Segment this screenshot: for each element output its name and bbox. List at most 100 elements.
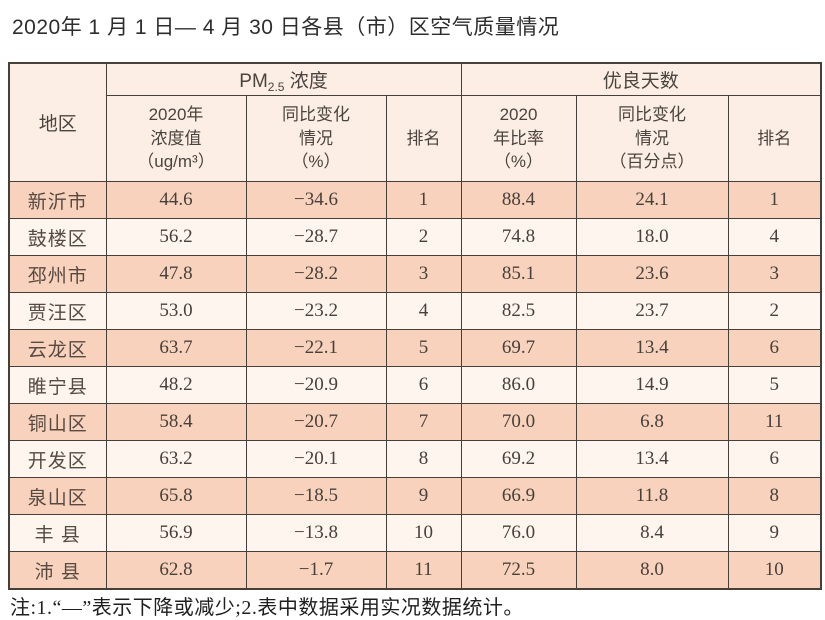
cell-region: 丰 县 xyxy=(8,514,107,552)
cell-pm-change: −28.2 xyxy=(245,255,387,293)
cell-pm-change: −23.2 xyxy=(245,292,387,330)
cell-pm-rank: 5 xyxy=(385,329,462,367)
cell-days-ratio: 85.1 xyxy=(460,255,577,293)
cell-pm-rank: 9 xyxy=(385,477,462,515)
air-quality-table: 地区 PM2.5 浓度 优良天数 2020年 浓度值 （ug/m³） 同比变化 … xyxy=(8,62,822,590)
cell-pm-change: −22.1 xyxy=(245,329,387,367)
cell-pm-change: −1.7 xyxy=(245,551,387,590)
header-pm-value: 2020年 浓度值 （ug/m³） xyxy=(105,95,247,182)
cell-days-rank: 6 xyxy=(727,440,822,478)
cell-days-rank: 5 xyxy=(727,366,822,404)
cell-region: 邳州市 xyxy=(8,255,107,293)
table-row: 邳州市 47.8 −28.2 3 85.1 23.6 3 xyxy=(8,255,822,293)
table-row: 丰 县 56.9 −13.8 10 76.0 8.4 9 xyxy=(8,514,822,552)
cell-region: 贾汪区 xyxy=(8,292,107,330)
cell-pm-value: 62.8 xyxy=(105,551,247,590)
header-days-rank: 排名 xyxy=(727,95,822,182)
cell-pm-rank: 1 xyxy=(385,181,462,219)
cell-days-ratio: 76.0 xyxy=(460,514,577,552)
cell-days-ratio: 74.8 xyxy=(460,218,577,256)
cell-days-ratio: 88.4 xyxy=(460,181,577,219)
cell-days-rank: 8 xyxy=(727,477,822,515)
cell-days-change: 8.0 xyxy=(575,551,729,590)
cell-days-ratio: 66.9 xyxy=(460,477,577,515)
header-group-pm25: PM2.5 浓度 xyxy=(105,62,462,96)
cell-days-ratio: 70.0 xyxy=(460,403,577,441)
cell-days-rank: 2 xyxy=(727,292,822,330)
cell-pm-change: −20.7 xyxy=(245,403,387,441)
cell-pm-change: −20.9 xyxy=(245,366,387,404)
cell-pm-value: 63.7 xyxy=(105,329,247,367)
table-row: 贾汪区 53.0 −23.2 4 82.5 23.7 2 xyxy=(8,292,822,330)
table-body: 新沂市 44.6 −34.6 1 88.4 24.1 1 鼓楼区 56.2 −28.7 2 74.8 1… xyxy=(8,181,822,590)
table-row: 新沂市 44.6 −34.6 1 88.4 24.1 1 xyxy=(8,181,822,219)
cell-days-rank: 4 xyxy=(727,218,822,256)
table-row: 泉山区 65.8 −18.5 9 66.9 11.8 8 xyxy=(8,477,822,515)
cell-pm-value: 65.8 xyxy=(105,477,247,515)
cell-region: 云龙区 xyxy=(8,329,107,367)
cell-pm-rank: 4 xyxy=(385,292,462,330)
cell-pm-rank: 6 xyxy=(385,366,462,404)
table-row: 鼓楼区 56.2 −28.7 2 74.8 18.0 4 xyxy=(8,218,822,256)
header-pm-change: 同比变化 情况 （%） xyxy=(245,95,387,182)
cell-days-ratio: 86.0 xyxy=(460,366,577,404)
pm-label-suffix: 浓度 xyxy=(284,70,328,92)
cell-region: 新沂市 xyxy=(8,181,107,219)
table-row: 睢宁县 48.2 −20.9 6 86.0 14.9 5 xyxy=(8,366,822,404)
cell-region: 开发区 xyxy=(8,440,107,478)
cell-days-change: 23.7 xyxy=(575,292,729,330)
cell-days-rank: 10 xyxy=(727,551,822,590)
cell-days-change: 8.4 xyxy=(575,514,729,552)
cell-pm-value: 53.0 xyxy=(105,292,247,330)
header-sub-row: 2020年 浓度值 （ug/m³） 同比变化 情况 （%） 排名 2020 年比… xyxy=(9,95,822,182)
cell-days-ratio: 72.5 xyxy=(460,551,577,590)
header-days-ratio: 2020 年比率 （%） xyxy=(460,95,577,182)
cell-days-change: 11.8 xyxy=(575,477,729,515)
cell-days-change: 18.0 xyxy=(575,218,729,256)
cell-days-change: 24.1 xyxy=(575,181,729,219)
cell-days-change: 14.9 xyxy=(575,366,729,404)
cell-pm-rank: 7 xyxy=(385,403,462,441)
table-row: 沛 县 62.8 −1.7 11 72.5 8.0 10 xyxy=(8,551,822,590)
cell-pm-value: 63.2 xyxy=(105,440,247,478)
table-header: 地区 PM2.5 浓度 优良天数 2020年 浓度值 （ug/m³） 同比变化 … xyxy=(8,62,822,182)
cell-days-change: 13.4 xyxy=(575,440,729,478)
cell-pm-rank: 8 xyxy=(385,440,462,478)
table-row: 云龙区 63.7 −22.1 5 69.7 13.4 6 xyxy=(8,329,822,367)
cell-pm-value: 48.2 xyxy=(105,366,247,404)
cell-pm-change: −13.8 xyxy=(245,514,387,552)
header-group-row: 地区 PM2.5 浓度 优良天数 xyxy=(8,62,822,182)
cell-pm-change: −34.6 xyxy=(245,181,387,219)
cell-pm-change: −18.5 xyxy=(245,477,387,515)
header-region: 地区 xyxy=(8,62,107,182)
cell-region: 沛 县 xyxy=(8,551,107,590)
cell-pm-value: 58.4 xyxy=(105,403,247,441)
cell-pm-change: −28.7 xyxy=(245,218,387,256)
header-days-change: 同比变化 情况 （百分点） xyxy=(575,95,729,182)
cell-pm-change: −20.1 xyxy=(245,440,387,478)
cell-pm-value: 56.9 xyxy=(105,514,247,552)
cell-pm-rank: 10 xyxy=(385,514,462,552)
pm-label-prefix: PM xyxy=(239,70,268,92)
cell-days-rank: 9 xyxy=(727,514,822,552)
cell-days-rank: 11 xyxy=(727,403,822,441)
cell-region: 铜山区 xyxy=(8,403,107,441)
table-row: 铜山区 58.4 −20.7 7 70.0 6.8 11 xyxy=(8,403,822,441)
cell-days-change: 23.6 xyxy=(575,255,729,293)
cell-region: 泉山区 xyxy=(8,477,107,515)
cell-pm-value: 44.6 xyxy=(105,181,247,219)
cell-pm-value: 47.8 xyxy=(105,255,247,293)
cell-days-change: 13.4 xyxy=(575,329,729,367)
header-group-good-days: 优良天数 xyxy=(460,62,822,96)
cell-days-ratio: 69.7 xyxy=(460,329,577,367)
page-title: 2020年 1 月 1 日— 4 月 30 日各县（市）区空气质量情况 xyxy=(12,16,560,39)
cell-days-rank: 1 xyxy=(727,181,822,219)
cell-days-rank: 3 xyxy=(727,255,822,293)
pm-label-subscript: 2.5 xyxy=(267,79,285,94)
cell-pm-rank: 3 xyxy=(385,255,462,293)
cell-days-rank: 6 xyxy=(727,329,822,367)
cell-days-ratio: 82.5 xyxy=(460,292,577,330)
cell-days-ratio: 69.2 xyxy=(460,440,577,478)
cell-pm-rank: 11 xyxy=(385,551,462,590)
